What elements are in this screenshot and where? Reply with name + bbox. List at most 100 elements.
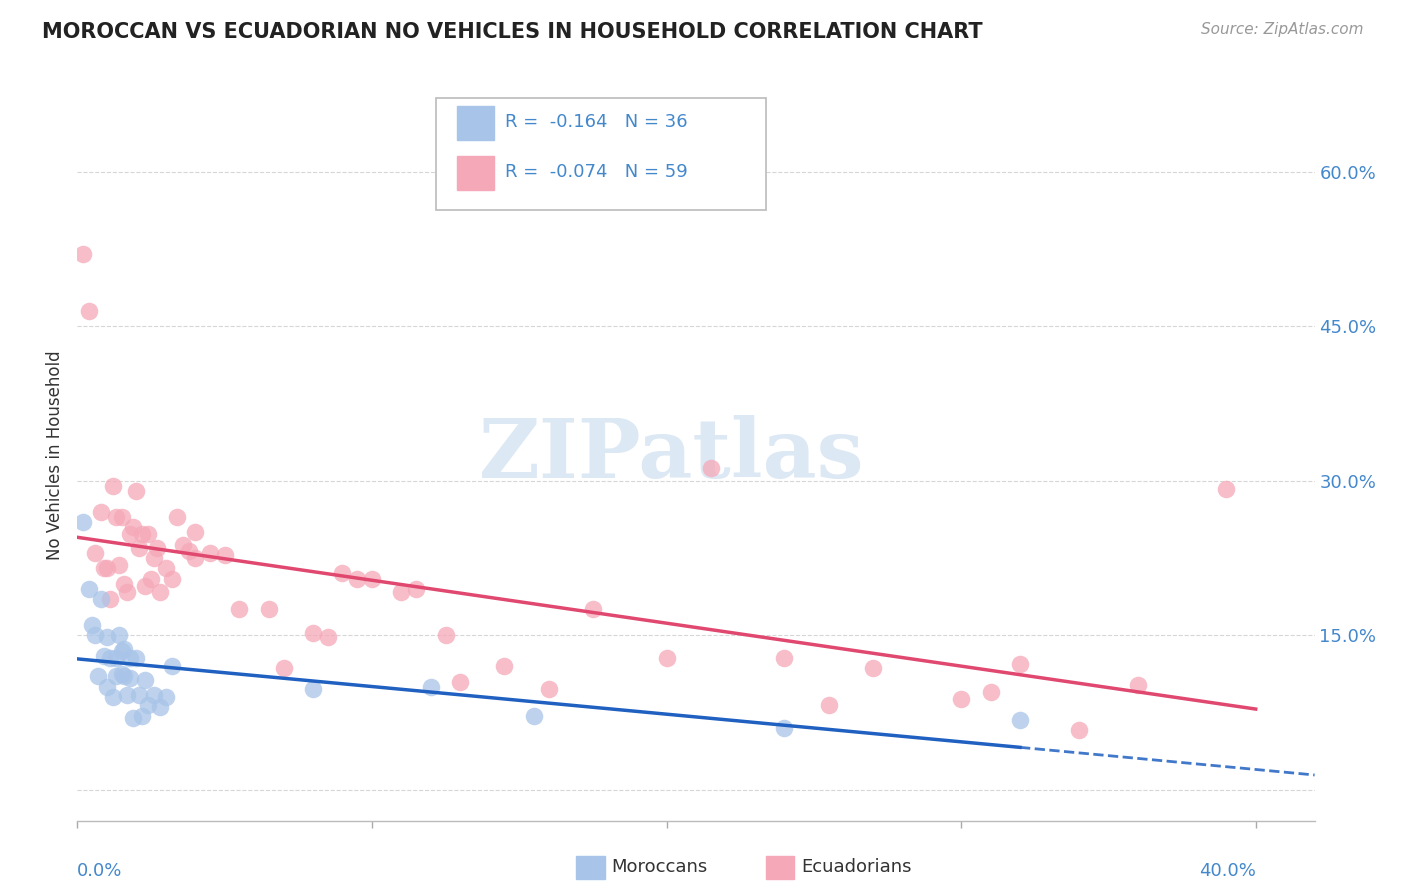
Point xyxy=(228,602,250,616)
Point xyxy=(131,527,153,541)
Point xyxy=(136,527,159,541)
Point xyxy=(155,690,177,704)
Point xyxy=(537,681,560,696)
Point xyxy=(125,651,148,665)
Point xyxy=(302,681,325,696)
Point xyxy=(302,626,325,640)
Point xyxy=(122,711,145,725)
Point xyxy=(104,651,127,665)
Point xyxy=(139,572,162,586)
Point xyxy=(72,515,94,529)
Point xyxy=(1215,482,1237,496)
Text: 0.0%: 0.0% xyxy=(77,862,122,880)
Point xyxy=(90,505,112,519)
Point xyxy=(93,648,115,663)
Point xyxy=(96,680,118,694)
Point xyxy=(110,643,132,657)
Point xyxy=(346,572,368,586)
Point xyxy=(179,543,201,558)
Point xyxy=(104,669,127,683)
Point xyxy=(107,558,129,573)
Point xyxy=(122,520,145,534)
Point xyxy=(523,708,546,723)
Point xyxy=(114,641,136,656)
Point xyxy=(166,509,188,524)
Point xyxy=(77,303,100,318)
Point xyxy=(817,698,839,713)
Text: R =  -0.074   N = 59: R = -0.074 N = 59 xyxy=(505,163,688,181)
Point xyxy=(101,690,124,704)
Point xyxy=(117,688,139,702)
Point xyxy=(90,592,112,607)
Point xyxy=(142,550,165,565)
Point xyxy=(128,541,150,555)
Point xyxy=(950,692,973,706)
Point xyxy=(87,669,110,683)
Text: MOROCCAN VS ECUADORIAN NO VEHICLES IN HOUSEHOLD CORRELATION CHART: MOROCCAN VS ECUADORIAN NO VEHICLES IN HO… xyxy=(42,22,983,42)
Point xyxy=(120,672,142,686)
Point xyxy=(699,461,721,475)
Point xyxy=(72,247,94,261)
Point xyxy=(84,628,107,642)
Point xyxy=(184,550,207,565)
Point xyxy=(136,698,159,713)
Text: ZIPatlas: ZIPatlas xyxy=(478,415,863,495)
Point xyxy=(1008,713,1031,727)
Point xyxy=(128,688,150,702)
Point xyxy=(160,572,183,586)
Point xyxy=(125,483,148,498)
Point xyxy=(107,628,129,642)
Text: 40.0%: 40.0% xyxy=(1199,862,1256,880)
Point xyxy=(93,561,115,575)
Point xyxy=(104,509,127,524)
Point xyxy=(77,582,100,596)
Point xyxy=(449,674,471,689)
Point xyxy=(120,527,142,541)
Text: Source: ZipAtlas.com: Source: ZipAtlas.com xyxy=(1201,22,1364,37)
Point xyxy=(773,651,796,665)
Point xyxy=(120,651,142,665)
Point xyxy=(84,546,107,560)
Point xyxy=(273,661,295,675)
Point xyxy=(184,525,207,540)
Point xyxy=(149,700,172,714)
Point xyxy=(142,688,165,702)
Point xyxy=(361,572,384,586)
Point xyxy=(1008,657,1031,671)
Point xyxy=(155,561,177,575)
Point xyxy=(110,667,132,681)
Point xyxy=(98,592,121,607)
Point xyxy=(862,661,884,675)
Point xyxy=(160,659,183,673)
Point xyxy=(332,566,354,581)
Text: Ecuadorians: Ecuadorians xyxy=(801,858,912,876)
Point xyxy=(98,651,121,665)
Point xyxy=(316,630,339,644)
Point xyxy=(146,541,169,555)
Point xyxy=(1067,723,1090,737)
Point xyxy=(134,673,156,687)
Text: Moroccans: Moroccans xyxy=(612,858,707,876)
Point xyxy=(655,651,678,665)
Y-axis label: No Vehicles in Household: No Vehicles in Household xyxy=(46,350,65,560)
Point xyxy=(434,628,457,642)
Point xyxy=(114,669,136,683)
Point xyxy=(110,509,132,524)
Point xyxy=(419,680,441,694)
Point xyxy=(131,708,153,723)
Point xyxy=(405,582,427,596)
Point xyxy=(582,602,605,616)
Point xyxy=(117,585,139,599)
Point xyxy=(980,685,1002,699)
Point xyxy=(172,537,194,551)
Point xyxy=(494,659,516,673)
Point xyxy=(1126,678,1149,692)
Point xyxy=(96,630,118,644)
Point xyxy=(101,479,124,493)
Point xyxy=(96,561,118,575)
Point xyxy=(214,548,236,562)
Point xyxy=(257,602,280,616)
Point xyxy=(134,579,156,593)
Point xyxy=(773,721,796,735)
Point xyxy=(114,576,136,591)
